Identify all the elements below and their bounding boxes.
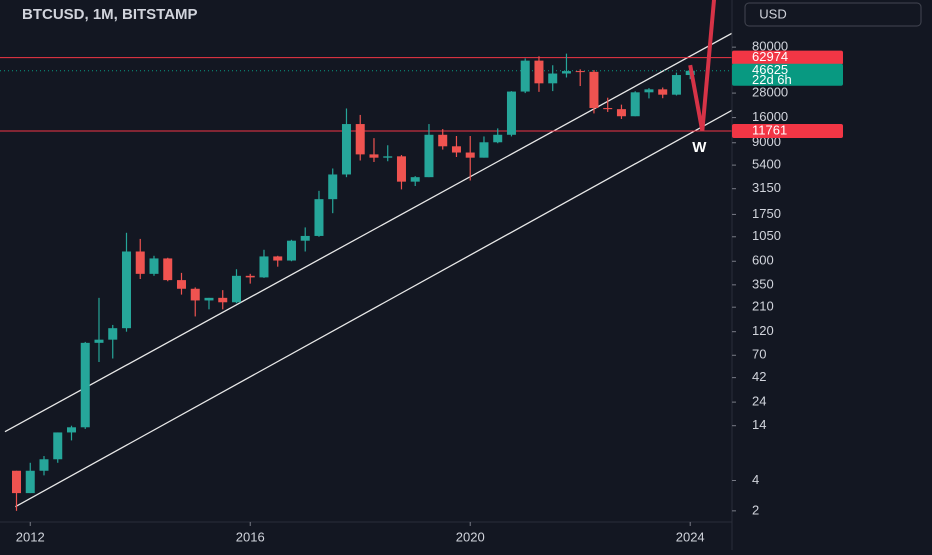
price-label-box xyxy=(732,50,843,65)
price-label-box xyxy=(732,63,843,86)
candle-body xyxy=(11,470,21,494)
candle-body xyxy=(589,71,599,109)
candle-body xyxy=(383,156,393,158)
candle-body xyxy=(644,89,654,93)
currency-label[interactable]: USD xyxy=(759,6,786,21)
candle-body xyxy=(369,154,379,158)
y-tick-label: 3150 xyxy=(752,180,781,195)
candle-body xyxy=(671,75,681,95)
y-tick-label: 16000 xyxy=(752,109,788,124)
candle-body xyxy=(520,60,530,92)
y-tick-label: 5400 xyxy=(752,157,781,172)
y-tick-label: 210 xyxy=(752,299,774,314)
candle-body xyxy=(300,235,310,241)
candle-body xyxy=(341,124,351,175)
candle-body xyxy=(438,134,448,147)
candle-body xyxy=(176,280,186,289)
candle-body xyxy=(575,71,585,73)
y-tick-label: 600 xyxy=(752,253,774,268)
candle-body xyxy=(506,91,516,135)
y-tick-label: 1750 xyxy=(752,206,781,221)
candle-body xyxy=(231,275,241,303)
candle-body xyxy=(534,60,544,84)
candle-body xyxy=(616,109,626,117)
countdown-label: 22d 6h xyxy=(752,72,792,87)
y-tick-label: 28000 xyxy=(752,85,788,100)
candle-body xyxy=(94,339,104,343)
candle-body xyxy=(493,134,503,143)
x-tick-label: 2012 xyxy=(16,529,45,544)
candle-body xyxy=(190,288,200,301)
price-label: 62974 xyxy=(752,49,788,64)
projection-path xyxy=(688,0,717,132)
y-tick-label: 70 xyxy=(752,347,766,362)
channel-line xyxy=(15,109,732,508)
x-tick-label: 2020 xyxy=(456,529,485,544)
y-tick-label: 2 xyxy=(752,502,759,517)
candle-body xyxy=(163,258,173,281)
chart-title: BTCUSD, 1M, BITSTAMP xyxy=(22,6,198,23)
y-tick-label: 120 xyxy=(752,323,774,338)
candle-body xyxy=(149,258,159,274)
channel-line xyxy=(4,32,732,433)
candle-body xyxy=(479,142,489,158)
candle-body xyxy=(218,297,228,303)
candle-body xyxy=(548,73,558,84)
y-tick-label: 1050 xyxy=(752,228,781,243)
candle-body xyxy=(410,177,420,182)
candle-body xyxy=(603,108,613,110)
candle-body xyxy=(80,342,90,428)
candle-body xyxy=(259,256,269,278)
candle-body xyxy=(25,470,35,494)
price-label: 11761 xyxy=(752,122,787,137)
price-label: 46625 xyxy=(752,62,788,77)
y-tick-label: 24 xyxy=(752,394,766,409)
candle-body xyxy=(630,92,640,117)
candle-body xyxy=(424,134,434,178)
candle-body xyxy=(561,71,571,74)
candle-body xyxy=(286,240,296,261)
candle-body xyxy=(273,256,283,261)
y-tick-label: 42 xyxy=(752,369,766,384)
candle-body xyxy=(396,156,406,182)
candle-body xyxy=(314,199,324,236)
candle-body xyxy=(465,152,475,158)
x-tick-label: 2024 xyxy=(676,529,705,544)
candle-body xyxy=(355,124,365,155)
candle-body xyxy=(658,89,668,95)
candle-body xyxy=(451,146,461,153)
candle-body xyxy=(121,251,131,329)
candle-body xyxy=(245,275,255,278)
y-tick-label: 14 xyxy=(752,417,766,432)
currency-button[interactable] xyxy=(744,2,922,27)
annotation: W xyxy=(692,139,707,156)
candle-body xyxy=(66,427,76,433)
plot-area xyxy=(0,0,732,511)
axes: 8000028000160009000540031501750105060035… xyxy=(0,0,788,550)
y-tick-label: 4 xyxy=(752,472,759,487)
candle-body xyxy=(108,328,118,340)
y-tick-label: 80000 xyxy=(752,39,788,54)
candle-body xyxy=(135,251,145,274)
price-label-box xyxy=(732,124,843,139)
x-tick-label: 2016 xyxy=(236,529,265,544)
candle-body xyxy=(204,297,214,301)
candle-body xyxy=(39,459,49,471)
candle-body xyxy=(328,174,338,200)
candle-body xyxy=(53,432,63,460)
y-tick-label: 350 xyxy=(752,276,774,291)
